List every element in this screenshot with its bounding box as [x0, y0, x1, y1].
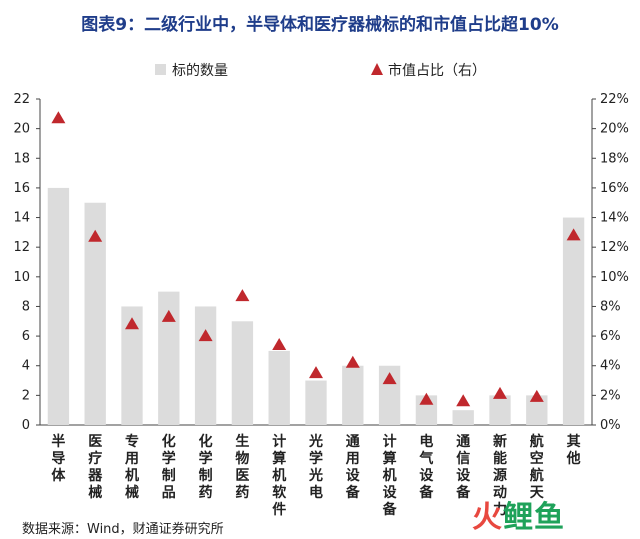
- right-tick-label: 8%: [600, 299, 621, 314]
- right-tick-label: 14%: [600, 211, 629, 226]
- legend-swatch-bar: [155, 64, 166, 75]
- x-tick-label: 通信设备: [455, 434, 471, 501]
- bar: [231, 321, 254, 425]
- bar: [305, 380, 327, 425]
- x-tick-label: 专用机械: [125, 433, 139, 501]
- marker-point: [309, 366, 323, 379]
- left-tick-label: 16: [13, 181, 30, 196]
- x-tick-label: 新能源动力: [493, 433, 507, 518]
- x-tick-label: 计算机软件: [272, 433, 287, 518]
- marker-point: [456, 394, 471, 407]
- left-tick-label: 14: [13, 211, 30, 226]
- data-source-note: 数据来源：Wind，财通证券研究所: [22, 522, 224, 537]
- bar: [84, 202, 106, 425]
- bar: [194, 306, 217, 425]
- right-tick-label: 2%: [600, 388, 621, 403]
- x-tick-label: 半导体: [51, 433, 66, 484]
- left-tick-label: 4: [22, 359, 30, 374]
- marker-point: [88, 229, 103, 242]
- left-tick-label: 10: [13, 270, 30, 285]
- x-tick-label: 电气设备: [418, 433, 434, 501]
- marker-point: [198, 329, 213, 342]
- bar: [121, 306, 143, 425]
- right-tick-label: 12%: [600, 240, 629, 255]
- marker-series: [51, 111, 581, 407]
- x-tick-label: 计算机设备: [382, 433, 398, 518]
- marker-point: [235, 289, 250, 302]
- x-tick-label: 化学制药: [199, 433, 213, 501]
- combo-chart: 标的数量 市值占比（右） 0 2 4 6 8 10 12 14 16 18 20 22 0% 2% 4% 6% 8…: [13, 62, 629, 518]
- marker-point: [493, 386, 507, 399]
- left-tick-label: 8: [22, 299, 30, 314]
- left-tick-label: 12: [13, 240, 30, 255]
- marker-point: [529, 389, 544, 402]
- marker-point: [382, 372, 397, 385]
- left-tick-label: 2: [22, 388, 30, 403]
- left-tick-label: 20: [13, 122, 30, 137]
- chart-title: 图表9：二级行业中，半导体和医疗器械标的和市值占比超10%: [81, 15, 559, 35]
- bar: [526, 395, 548, 425]
- right-tick-label: 4%: [600, 359, 621, 374]
- legend-label-bar: 标的数量: [172, 63, 228, 79]
- bar: [378, 365, 401, 425]
- x-tick-label: 医疗器械: [87, 434, 103, 501]
- right-tick-label: 20%: [600, 122, 629, 137]
- marker-point: [51, 111, 66, 124]
- x-tick-label: 光学光电: [308, 433, 323, 501]
- marker-point: [419, 392, 434, 405]
- bar: [562, 217, 585, 425]
- legend-label-marker: 市值占比（右）: [388, 62, 486, 79]
- watermark-text-2: 鲤鱼: [503, 500, 565, 535]
- left-tick-label: 6: [22, 329, 30, 344]
- x-tick-label: 航空航天: [530, 433, 545, 501]
- x-tick-label: 其他: [566, 434, 581, 467]
- marker-point: [345, 355, 360, 368]
- marker-point: [161, 309, 176, 322]
- x-tick-label: 生物医药: [235, 433, 249, 501]
- right-tick-label: 10%: [600, 270, 629, 285]
- x-tick-label: 化学制品: [162, 433, 176, 501]
- bar: [47, 187, 70, 425]
- right-tick-label: 6%: [600, 329, 621, 344]
- marker-point: [272, 337, 287, 350]
- legend: 标的数量 市值占比（右）: [155, 62, 486, 79]
- legend-swatch-marker: [371, 63, 383, 75]
- bar: [342, 365, 364, 425]
- bar-series: [47, 187, 585, 425]
- left-tick-label: 18: [13, 151, 30, 166]
- x-axis-labels: 半导体 医疗器械 专用机械 化学制品 化学制药 生物医药 计算机软件 光学光电 通用设备 计算机设…: [51, 433, 580, 518]
- right-tick-label: 18%: [600, 151, 629, 166]
- watermark-text-1: 火: [472, 500, 503, 535]
- left-tick-label: 0: [22, 418, 30, 433]
- right-tick-label: 22%: [600, 92, 629, 107]
- right-tick-label: 0%: [600, 418, 621, 433]
- marker-point: [566, 228, 581, 241]
- watermark-logo: 火鲤鱼: [472, 492, 565, 536]
- bar: [452, 410, 474, 425]
- bar: [268, 350, 290, 425]
- left-tick-label: 22: [13, 92, 30, 107]
- bar: [158, 291, 180, 425]
- x-tick-label: 通用设备: [345, 434, 361, 501]
- bar: [489, 395, 511, 425]
- marker-point: [125, 317, 139, 330]
- right-tick-label: 16%: [600, 181, 629, 196]
